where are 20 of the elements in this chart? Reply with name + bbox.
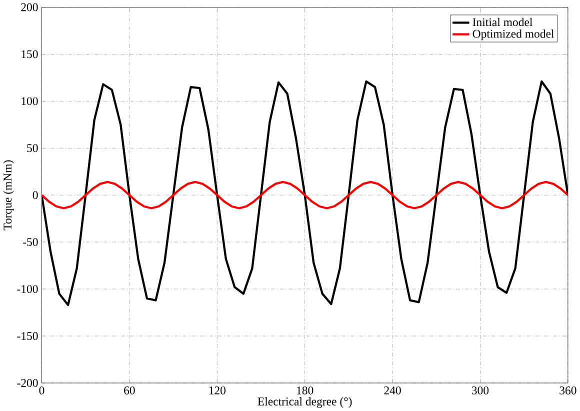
x-tick-label: 60 bbox=[124, 386, 135, 394]
x-axis-title: Electrical degree (°) bbox=[258, 397, 352, 408]
x-tick-label: 360 bbox=[560, 386, 576, 394]
y-tick-label: 50 bbox=[27, 144, 38, 152]
x-tick-label: 180 bbox=[297, 386, 314, 394]
x-tick-label: 300 bbox=[472, 386, 489, 394]
y-tick-label: -50 bbox=[23, 238, 38, 246]
x-tick-label: 240 bbox=[384, 386, 401, 394]
y-tick-label: -200 bbox=[17, 378, 38, 387]
y-tick-label: 100 bbox=[22, 97, 38, 106]
y-tick-label: -150 bbox=[17, 332, 38, 340]
y-tick-label: 150 bbox=[22, 50, 38, 58]
legend-label: Optimized model bbox=[472, 29, 554, 40]
y-tick-label: 0 bbox=[32, 191, 38, 199]
x-tick-label: 120 bbox=[209, 386, 226, 394]
y-tick-label: -100 bbox=[17, 285, 38, 293]
legend-label: Initial model bbox=[472, 18, 532, 26]
x-tick-label: 0 bbox=[39, 386, 44, 394]
y-tick-label: 200 bbox=[21, 3, 38, 12]
y-axis-title: Torque (mNm) bbox=[3, 160, 14, 230]
